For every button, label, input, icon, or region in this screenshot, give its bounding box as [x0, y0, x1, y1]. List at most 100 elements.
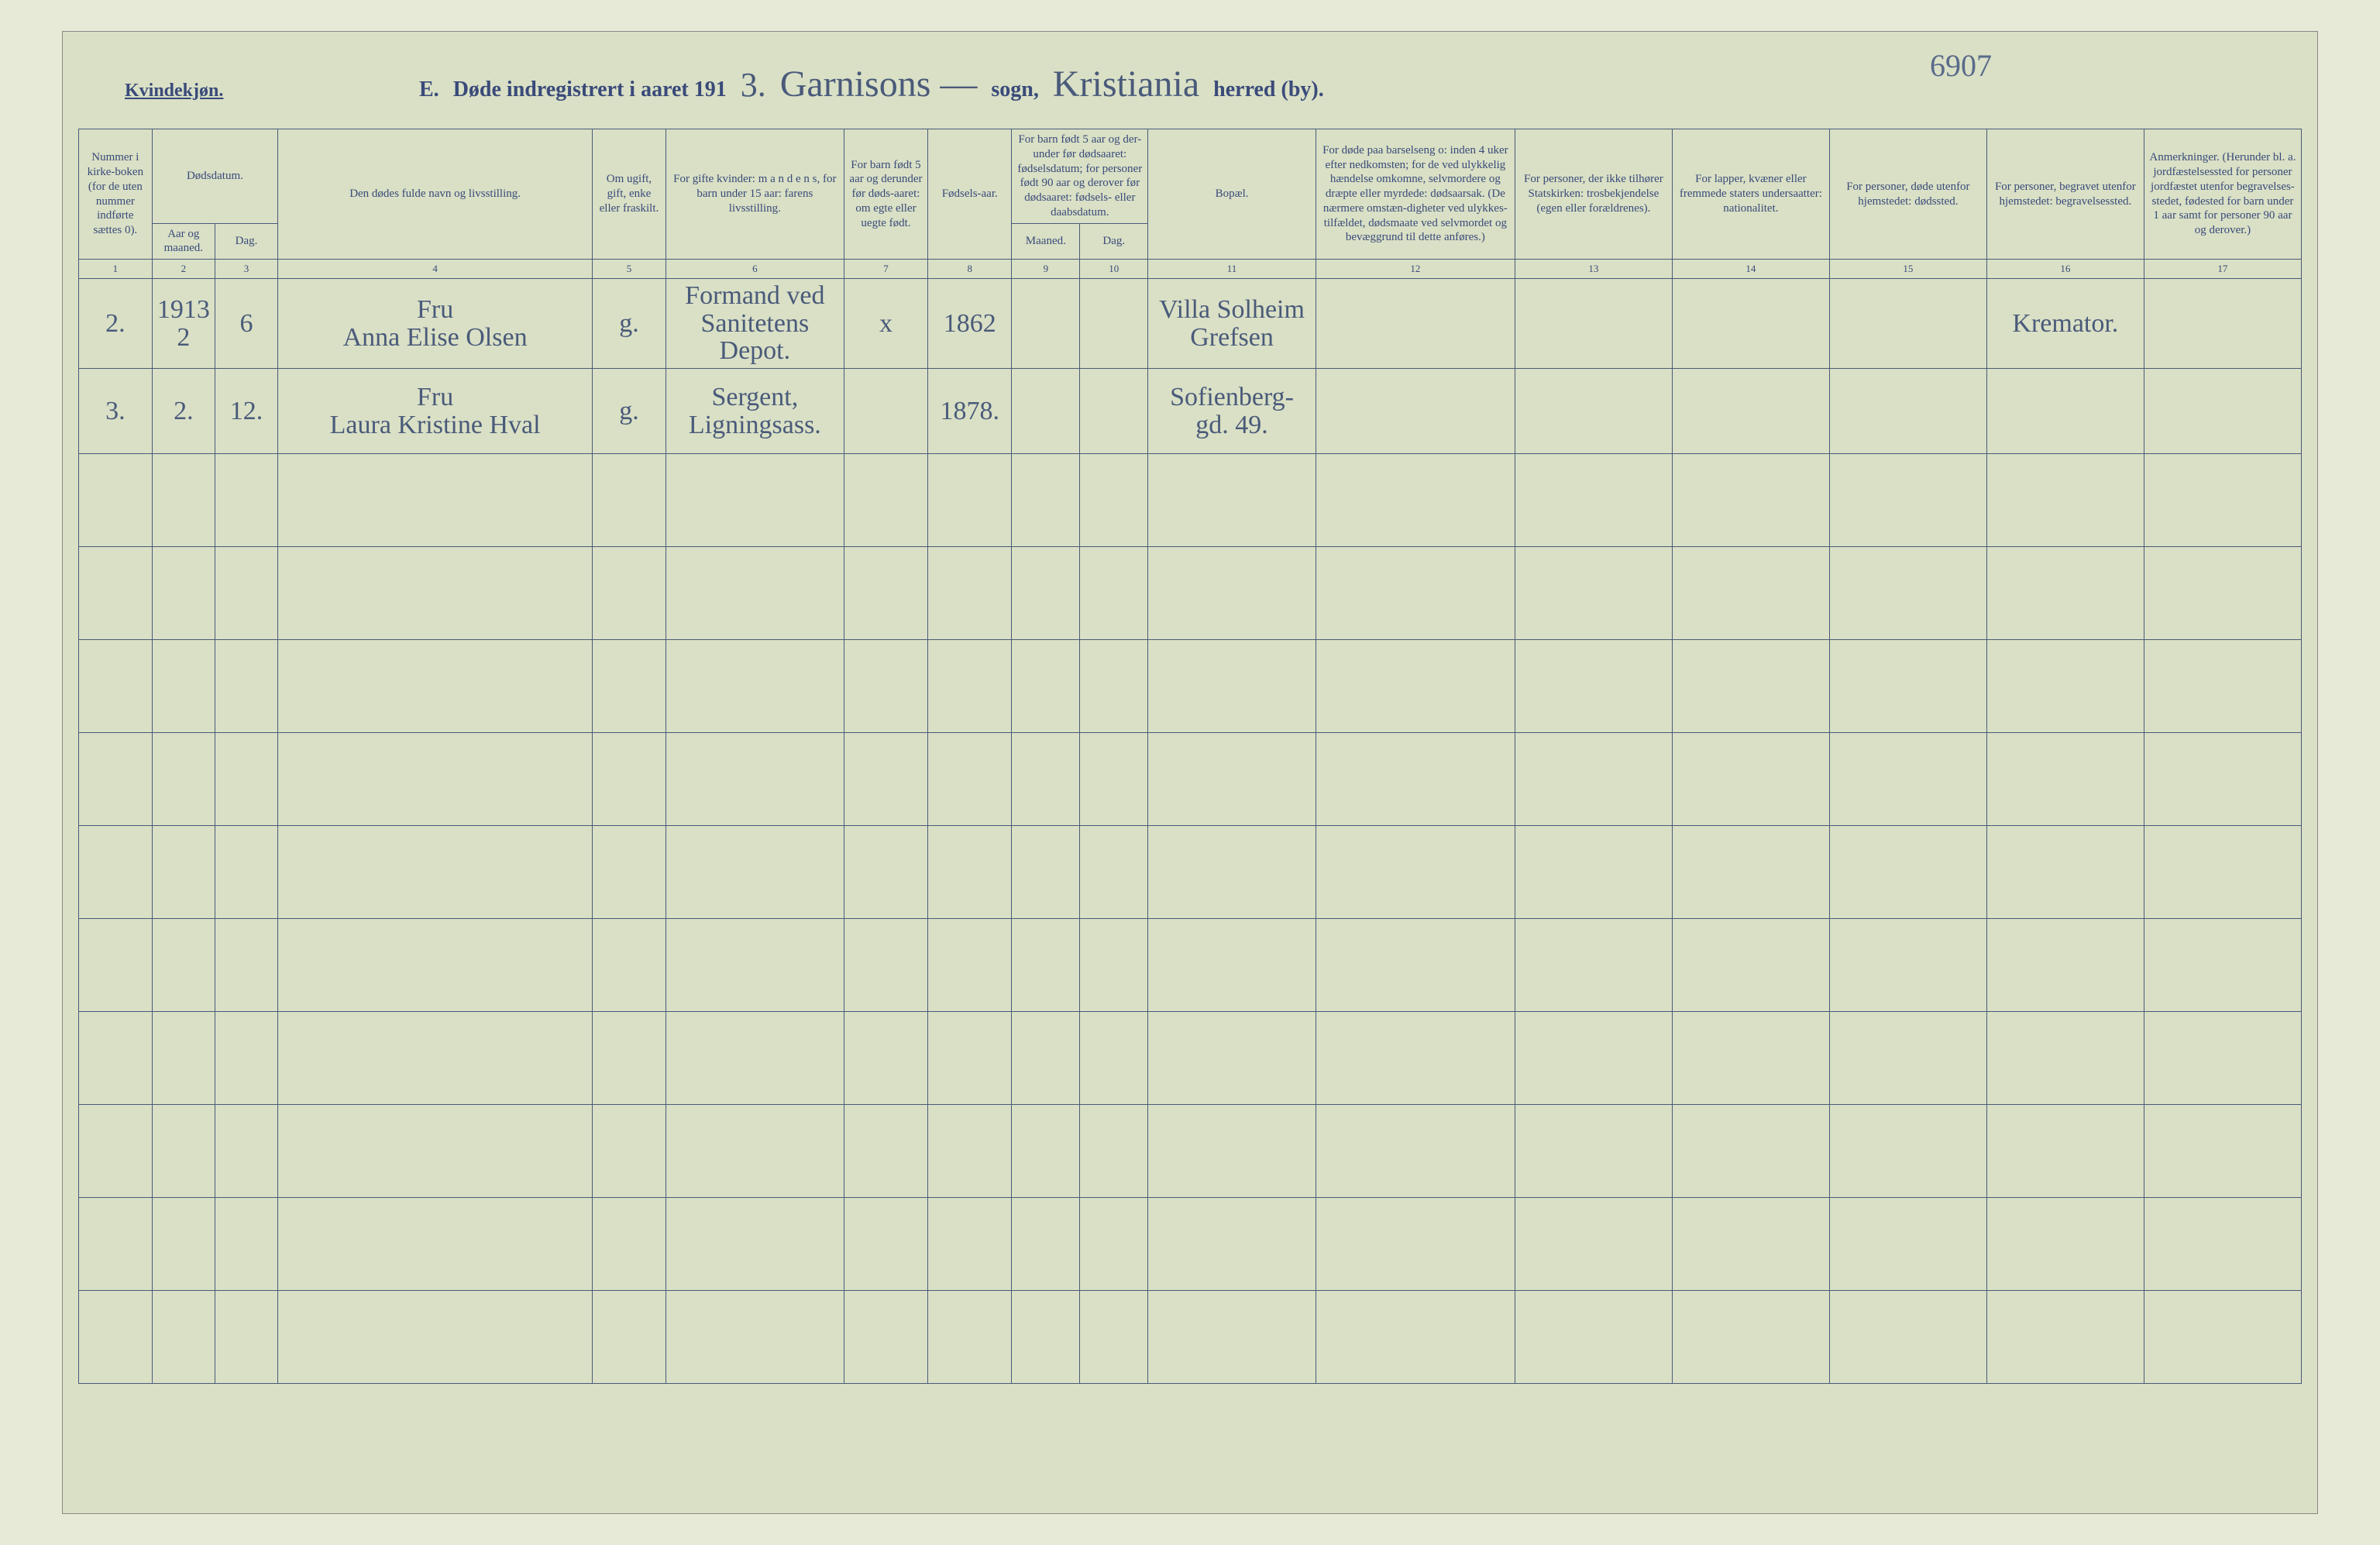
page-number: 6907	[1930, 47, 1992, 84]
table-row-empty	[79, 454, 2302, 547]
empty-cell	[1515, 1291, 1672, 1384]
colnum: 12	[1316, 260, 1515, 279]
empty-cell	[844, 1012, 927, 1105]
empty-cell	[1515, 1105, 1672, 1198]
cell-status: g.	[593, 369, 666, 454]
section-letter: E.	[419, 77, 439, 102]
empty-cell	[593, 1105, 666, 1198]
empty-cell	[1316, 919, 1515, 1012]
death-register-table: Nummer i kirke-boken (for de uten nummer…	[78, 129, 2302, 1384]
cell-status: g.	[593, 279, 666, 369]
cell-c17	[2144, 279, 2301, 369]
empty-cell	[1672, 919, 1829, 1012]
col-header-nationality: For lapper, kvæner eller fremmede stater…	[1672, 129, 1829, 260]
empty-cell	[215, 640, 277, 733]
empty-cell	[666, 826, 844, 919]
column-number-row: 1 2 3 4 5 6 7 8 9 10 11 12 13 14 15 16 1…	[79, 260, 2302, 279]
empty-cell	[278, 547, 593, 640]
empty-cell	[2144, 454, 2301, 547]
empty-cell	[1148, 733, 1316, 826]
gender-label: Kvindekjøn.	[125, 81, 419, 102]
empty-cell	[928, 1012, 1012, 1105]
empty-cell	[1986, 640, 2144, 733]
empty-cell	[1080, 1012, 1148, 1105]
empty-cell	[1316, 547, 1515, 640]
cell-c17	[2144, 369, 2301, 454]
empty-cell	[278, 733, 593, 826]
empty-cell	[1986, 919, 2144, 1012]
empty-cell	[1012, 733, 1080, 826]
colnum: 14	[1672, 260, 1829, 279]
cell-bd	[1080, 279, 1148, 369]
cell-birthyear: 1878.	[928, 369, 1012, 454]
colnum: 5	[593, 260, 666, 279]
empty-cell	[152, 733, 215, 826]
empty-cell	[1012, 547, 1080, 640]
empty-cell	[1148, 454, 1316, 547]
colnum: 13	[1515, 260, 1672, 279]
empty-cell	[1080, 1105, 1148, 1198]
empty-cell	[1829, 826, 1986, 919]
col-header-year-month: Aar og maaned.	[152, 223, 215, 260]
cell-c14	[1672, 279, 1829, 369]
empty-cell	[152, 919, 215, 1012]
empty-cell	[215, 547, 277, 640]
empty-cell	[79, 547, 153, 640]
empty-cell	[666, 1291, 844, 1384]
empty-cell	[152, 1105, 215, 1198]
empty-cell	[1148, 1198, 1316, 1291]
empty-cell	[1012, 1291, 1080, 1384]
cell-occupation: Sergent, Ligningsass.	[666, 369, 844, 454]
empty-cell	[2144, 1105, 2301, 1198]
empty-cell	[1672, 1198, 1829, 1291]
empty-cell	[1148, 919, 1316, 1012]
colnum: 16	[1986, 260, 2144, 279]
colnum: 15	[1829, 260, 1986, 279]
empty-cell	[844, 547, 927, 640]
empty-cell	[1672, 826, 1829, 919]
col-header-faith: For personer, der ikke tilhører Statskir…	[1515, 129, 1672, 260]
empty-cell	[1316, 640, 1515, 733]
cell-day: 6	[215, 279, 277, 369]
empty-cell	[1080, 826, 1148, 919]
empty-cell	[844, 1105, 927, 1198]
empty-cell	[2144, 1198, 2301, 1291]
empty-cell	[152, 640, 215, 733]
empty-cell	[666, 1198, 844, 1291]
title-line: E. Døde indregistrert i aaret 1913. Garn…	[419, 63, 1324, 105]
cell-residence: Sofienberg- gd. 49.	[1148, 369, 1316, 454]
cell-name: Fru Laura Kristine Hval	[278, 369, 593, 454]
colnum: 2	[152, 260, 215, 279]
empty-cell	[666, 547, 844, 640]
sogn-value: Garnisons —	[780, 63, 978, 105]
table-row-empty	[79, 640, 2302, 733]
cell-occupation: Formand ved Sanitetens Depot.	[666, 279, 844, 369]
table-row-empty	[79, 733, 2302, 826]
empty-cell	[1515, 454, 1672, 547]
empty-cell	[593, 1291, 666, 1384]
empty-cell	[1515, 733, 1672, 826]
col-header-status: Om ugift, gift, enke eller fraskilt.	[593, 129, 666, 260]
empty-cell	[79, 919, 153, 1012]
empty-cell	[215, 454, 277, 547]
empty-cell	[1829, 547, 1986, 640]
cell-c16: Kremator.	[1986, 279, 2144, 369]
table-row: 2.1913 26Fru Anna Elise Olseng.Formand v…	[79, 279, 2302, 369]
empty-cell	[928, 454, 1012, 547]
empty-cell	[1829, 1291, 1986, 1384]
empty-cell	[593, 454, 666, 547]
empty-cell	[1515, 547, 1672, 640]
empty-cell	[215, 826, 277, 919]
empty-cell	[844, 1198, 927, 1291]
empty-cell	[928, 1198, 1012, 1291]
empty-cell	[2144, 640, 2301, 733]
table-row-empty	[79, 919, 2302, 1012]
empty-cell	[1080, 1198, 1148, 1291]
empty-cell	[1672, 1291, 1829, 1384]
colnum: 17	[2144, 260, 2301, 279]
empty-cell	[666, 1012, 844, 1105]
empty-cell	[593, 733, 666, 826]
cell-birthyear: 1862	[928, 279, 1012, 369]
empty-cell	[278, 826, 593, 919]
empty-cell	[1986, 733, 2144, 826]
